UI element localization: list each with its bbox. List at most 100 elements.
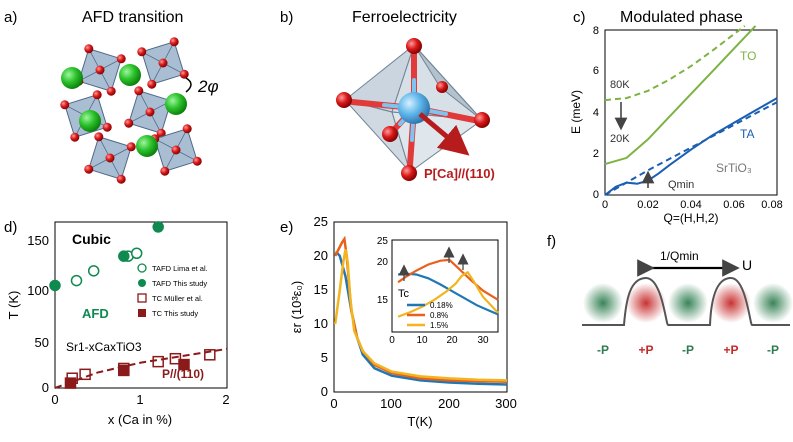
- ta-mode-label: TA: [740, 127, 754, 141]
- legend-marker-filled-square: [138, 309, 146, 317]
- inset-xticks: 0 10 20 30: [389, 335, 489, 346]
- ferro-octahedron-illustration: [336, 38, 490, 181]
- data-point: [118, 364, 130, 377]
- series-line: [604, 25, 746, 102]
- oxygen-atom: [105, 153, 115, 163]
- series-line: [604, 97, 778, 196]
- legend-entry: TAFD This study: [152, 279, 207, 288]
- cation-atom: [119, 64, 141, 86]
- oxygen-atom: [169, 37, 179, 47]
- oxygen-atom: [92, 90, 102, 100]
- rotation-angle-label: 2φ: [197, 77, 219, 96]
- y-tick-label: 0: [321, 384, 328, 399]
- panel-b-label: b): [280, 9, 293, 26]
- panel-c-ylabel: E (meV): [569, 90, 583, 134]
- x-tick-label: 0: [330, 396, 337, 411]
- panel-d-ylabel: T (K): [6, 291, 21, 320]
- x-tick-label: 100: [380, 396, 402, 411]
- y-tick-label: 150: [27, 233, 49, 248]
- data-point: [70, 274, 83, 287]
- panel-d-legend: TAFD Lima et al. TAFD This study TC Müll…: [137, 263, 208, 318]
- formula-label: Sr1-xCaxTiO3: [66, 340, 142, 354]
- x-tick-label: 0.06: [723, 199, 744, 211]
- tc-label: Tc: [398, 288, 410, 300]
- rotation-arrow-icon: [185, 77, 192, 93]
- y-tick-label: 20: [314, 248, 328, 263]
- panel-e-label: e): [280, 219, 293, 236]
- legend-marker-open-circle: [137, 263, 147, 273]
- panel-c-title: Modulated phase: [620, 9, 743, 26]
- oxygen-atom: [147, 79, 157, 89]
- oxygen-atom: [158, 58, 168, 68]
- x-tick-label: 200: [438, 396, 460, 411]
- legend-marker-open-square: [137, 293, 147, 303]
- y-tick-label: 4: [593, 107, 599, 119]
- inset-curves: [397, 258, 499, 318]
- panel-e-yticks: 0 5 10 15 20 25: [314, 214, 328, 399]
- panel-c-plot-frame: [604, 29, 778, 196]
- panel-d-label: d): [4, 219, 17, 236]
- x-tick-label: 300: [495, 396, 517, 411]
- polarization-arrow-icon: [418, 112, 470, 156]
- y-tick-label: 0: [593, 189, 599, 201]
- charge-label: -P: [767, 343, 779, 357]
- y-tick-label: 20: [377, 257, 389, 268]
- panel-d-xticks: 0 1 2: [51, 392, 229, 407]
- oxygen-atom: [171, 145, 181, 155]
- legend-entry: TC This study: [152, 309, 198, 318]
- data-point: [152, 355, 164, 368]
- series-line: [604, 25, 757, 166]
- panel-a-label: a): [4, 9, 17, 26]
- y-tick-label: 15: [314, 282, 328, 297]
- series-line: [604, 101, 778, 196]
- legend-entry: 0.18%: [430, 301, 453, 310]
- legend-marker-filled-circle: [138, 279, 146, 287]
- y-tick-label: 25: [377, 236, 389, 247]
- data-point: [87, 265, 100, 277]
- oxygen-atom: [84, 164, 94, 174]
- panel-c-xlabel: Q=(H,H,2): [663, 211, 718, 225]
- oxygen-atom: [145, 107, 155, 117]
- data-point: [118, 250, 130, 262]
- x-tick-label: 30: [477, 335, 489, 346]
- panel-e-xlabel: T(K): [407, 414, 432, 429]
- y-tick-label: 25: [314, 214, 328, 229]
- data-point: [152, 221, 164, 233]
- oxygen-atom: [137, 47, 147, 57]
- x-tick-label: 1: [136, 392, 143, 407]
- data-point: [130, 247, 143, 259]
- charge-label: +P: [638, 343, 653, 357]
- charge-label: -P: [682, 343, 694, 357]
- panel-c-xticks: 0 0.02 0.04 0.06 0.08: [602, 199, 783, 211]
- charge-blob-negative: [753, 283, 793, 323]
- legend-entry: TC Müller et al.: [152, 294, 203, 303]
- legend-entry: TAFD Lima et al.: [152, 264, 208, 273]
- panel-f-label: f): [547, 233, 556, 250]
- oxygen-atom: [60, 100, 70, 110]
- afd-phase-label: AFD: [82, 306, 109, 321]
- data-point: [169, 352, 182, 365]
- oxygen-atom: [182, 124, 192, 134]
- panel-e-plot-frame: [333, 221, 508, 393]
- panel-d: d) 0 50 100 150 0 1 2 x (Ca in %) T (K) …: [4, 219, 230, 427]
- series-line: [334, 251, 508, 386]
- oxygen-atom: [84, 44, 94, 54]
- panel-c-curves: [604, 25, 778, 196]
- x-tick-label: 0: [389, 335, 395, 346]
- oxygen-atom: [102, 122, 112, 132]
- x-tick-label: 20: [446, 335, 458, 346]
- oxygen-atom: [70, 132, 80, 142]
- legend-entry: 0.8%: [430, 311, 448, 320]
- qmin-label: Qmin: [668, 179, 694, 191]
- x-tick-label: 0.02: [637, 199, 658, 211]
- oxygen-atom: [179, 69, 189, 79]
- data-point: [204, 349, 216, 361]
- panel-e: e) 0 5 10 15 20 25 0 100 200 300 T(K) εr…: [280, 214, 517, 429]
- panel-d-yticks: 0 50 100 150: [27, 233, 49, 395]
- oxygen-atom: [126, 142, 136, 152]
- charge-label: +P: [723, 343, 738, 357]
- legend-entry: 1.5%: [430, 321, 448, 330]
- cation-atom: [136, 135, 158, 157]
- panel-a-title: AFD transition: [82, 9, 183, 26]
- x-tick-label: 0: [51, 392, 58, 407]
